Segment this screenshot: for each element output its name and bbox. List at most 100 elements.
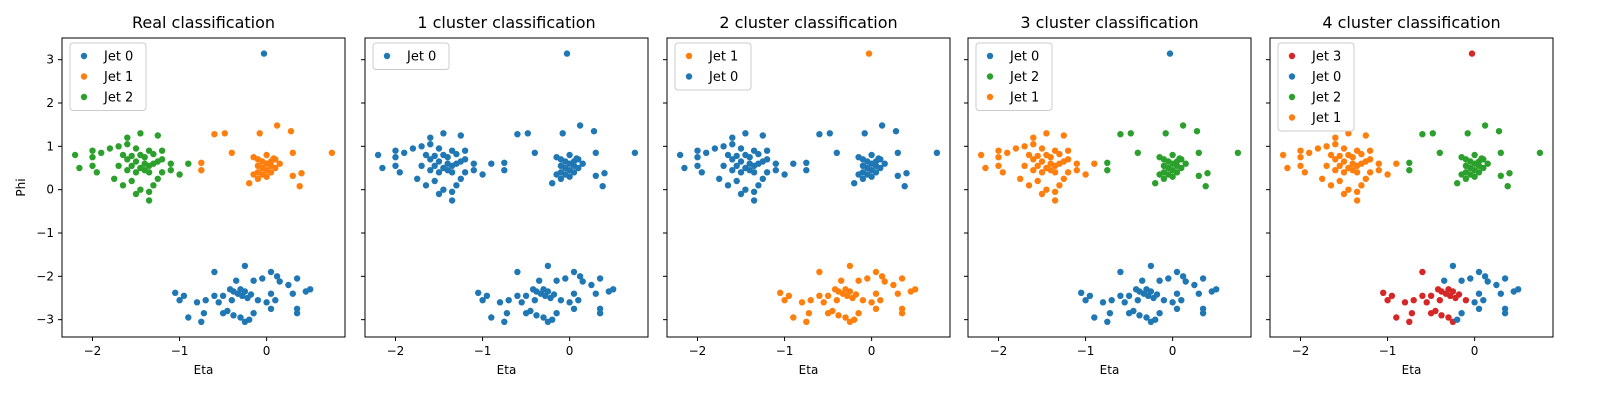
point-1-0-121 — [453, 182, 460, 189]
point-1-0-61 — [575, 164, 582, 172]
point-4-0-3 — [1384, 297, 1391, 304]
x-tick-label-2-2: 0 — [868, 344, 876, 358]
point-2-1-59 — [772, 160, 779, 167]
point-3-2-0 — [1030, 134, 1037, 141]
point-4-2-30 — [1504, 183, 1511, 190]
point-3-0-7 — [1179, 273, 1187, 280]
x-tick-label-1-2: 0 — [566, 344, 574, 358]
point-2-0-24 — [868, 299, 875, 306]
point-2-1-64 — [694, 162, 701, 169]
point-0-1-25 — [276, 160, 283, 167]
point-0-2-47 — [145, 197, 153, 204]
point-3-0-11 — [1082, 297, 1089, 304]
legend-marker-2-0 — [685, 52, 693, 60]
point-4-3-18 — [1332, 156, 1339, 163]
point-0-0-11 — [176, 297, 183, 304]
point-2-0-23 — [859, 297, 867, 304]
x-axis-label-2: Eta — [799, 363, 819, 377]
point-3-2-18 — [1030, 156, 1037, 163]
point-4-0-1 — [1380, 289, 1387, 296]
y-axis-label: Phi — [14, 178, 28, 196]
point-1-0-112 — [392, 162, 399, 169]
point-0-1-22 — [246, 180, 253, 187]
point-0-1-26 — [263, 151, 270, 159]
point-2-1-66 — [720, 162, 727, 169]
point-3-0-3 — [1156, 277, 1163, 284]
point-2-1-19 — [855, 171, 862, 178]
plot-frame — [364, 37, 649, 338]
point-1-0-34 — [501, 318, 508, 325]
point-2-1-68 — [737, 169, 745, 176]
point-0-0-47 — [215, 299, 222, 306]
point-2-1-22 — [851, 180, 858, 187]
point-0-1-30 — [296, 183, 303, 190]
point-0-2-35 — [167, 167, 174, 174]
point-2-1-73 — [755, 182, 762, 189]
point-1-0-23 — [557, 297, 565, 304]
point-0-2-32 — [115, 162, 122, 169]
x-tick-label-3-1: −1 — [1077, 344, 1095, 358]
point-3-0-30 — [1213, 286, 1220, 293]
plot-frame — [1269, 37, 1554, 338]
point-0-1-3 — [273, 122, 281, 129]
point-1-0-43 — [575, 297, 582, 304]
point-3-2-46 — [1051, 188, 1059, 195]
point-4-2-13 — [1480, 164, 1487, 172]
point-2-1-2 — [861, 130, 868, 137]
x-tick-label-0-0: −2 — [84, 344, 102, 358]
point-1-0-2 — [562, 275, 569, 282]
point-1-0-86 — [409, 145, 417, 152]
point-3-2-39 — [1056, 182, 1063, 189]
point-1-0-44 — [596, 305, 604, 312]
point-1-0-31 — [496, 299, 504, 306]
point-0-2-26 — [128, 162, 135, 169]
point-3-2-2 — [1060, 132, 1068, 139]
point-2-1-29 — [903, 170, 910, 177]
point-3-0-41 — [1152, 316, 1159, 323]
legend-label-3-2: Jet 1 — [1009, 91, 1039, 106]
point-2-1-27 — [894, 149, 901, 156]
point-2-1-4 — [892, 128, 900, 135]
point-0-1-5 — [198, 159, 205, 166]
point-1-0-27 — [596, 275, 604, 282]
point-2-0-45 — [898, 310, 906, 317]
point-3-0-9 — [1078, 289, 1085, 296]
point-1-0-48 — [514, 131, 521, 138]
point-0-0-33 — [200, 310, 208, 317]
point-1-0-123 — [440, 186, 447, 193]
legend-label-4-1: Jet 0 — [1311, 70, 1341, 85]
panel-title-2: 2 cluster classification — [719, 13, 897, 32]
point-2-0-13 — [824, 292, 832, 299]
legend-label-3-0: Jet 0 — [1009, 50, 1039, 65]
point-0-1-4 — [287, 128, 295, 135]
point-1-0-108 — [431, 162, 438, 169]
point-2-0-7 — [878, 273, 886, 280]
point-0-2-41 — [137, 186, 144, 193]
point-1-0-12 — [505, 297, 512, 304]
point-2-1-3 — [878, 122, 886, 129]
legend-box-2 — [674, 42, 752, 91]
point-1-0-127 — [396, 169, 403, 176]
point-2-1-52 — [729, 156, 736, 163]
point-4-1-1 — [1467, 275, 1474, 282]
point-1-0-96 — [444, 154, 451, 161]
point-2-0-47 — [820, 299, 827, 306]
point-3-2-32 — [1021, 162, 1028, 169]
legend-marker-3-2 — [986, 93, 994, 101]
point-3-0-27 — [1199, 275, 1207, 282]
x-tick-label-1-1: −1 — [474, 344, 492, 358]
point-1-0-54 — [501, 167, 508, 174]
point-2-1-82 — [763, 169, 771, 176]
point-1-0-93 — [422, 151, 430, 159]
point-1-0-46 — [514, 292, 521, 299]
point-2-1-78 — [716, 175, 723, 182]
point-2-0-34 — [803, 318, 810, 325]
point-0-0-6 — [267, 268, 275, 276]
point-0-0-10 — [180, 292, 188, 299]
point-4-0-22 — [1438, 312, 1445, 319]
point-2-1-45 — [724, 151, 732, 159]
point-3-0-21 — [1153, 291, 1161, 298]
point-4-3-34 — [1340, 169, 1348, 176]
point-4-2-1 — [1429, 130, 1437, 137]
point-4-0-4 — [1410, 297, 1417, 304]
